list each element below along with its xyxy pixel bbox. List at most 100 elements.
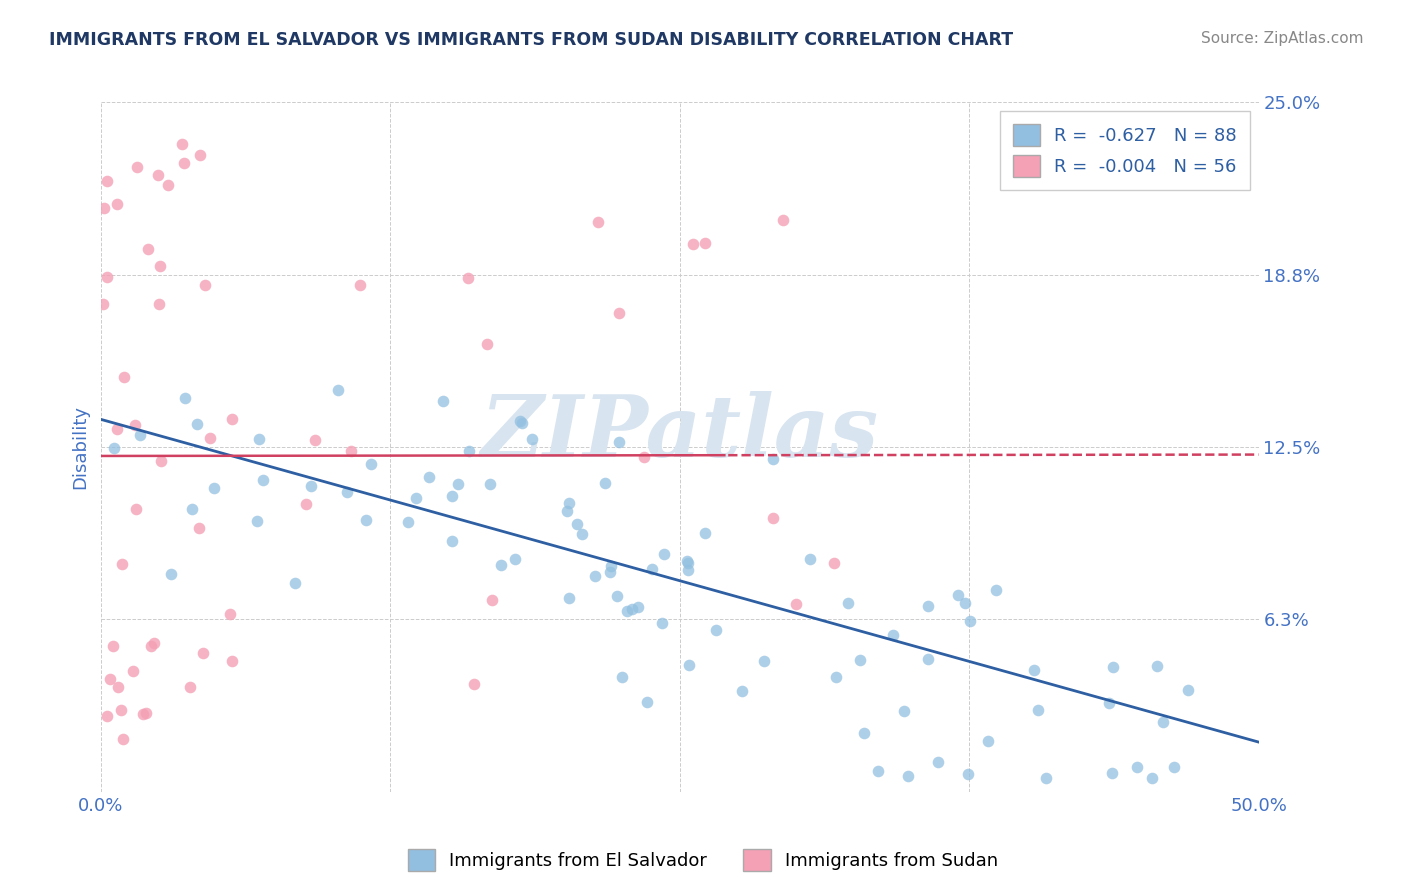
Point	[785, 597, 807, 611]
Point	[447, 477, 470, 491]
Point	[93, 202, 115, 216]
Point	[927, 755, 949, 769]
Point	[610, 669, 633, 683]
Point	[1125, 759, 1147, 773]
Point	[489, 558, 512, 572]
Point	[565, 516, 588, 531]
Point	[112, 370, 135, 384]
Point	[693, 526, 716, 541]
Point	[463, 676, 485, 690]
Y-axis label: Disability: Disability	[72, 405, 89, 489]
Point	[246, 515, 269, 529]
Point	[96, 709, 118, 723]
Point	[799, 552, 821, 566]
Point	[868, 764, 890, 779]
Point	[441, 489, 464, 503]
Point	[1035, 771, 1057, 785]
Point	[837, 596, 859, 610]
Point	[897, 769, 920, 783]
Point	[405, 491, 427, 506]
Point	[852, 726, 875, 740]
Point	[173, 156, 195, 170]
Point	[252, 473, 274, 487]
Point	[772, 213, 794, 227]
Point	[754, 654, 776, 668]
Point	[125, 502, 148, 516]
Point	[111, 731, 134, 746]
Point	[481, 592, 503, 607]
Point	[762, 511, 785, 525]
Point	[156, 178, 179, 192]
Point	[326, 383, 349, 397]
Point	[588, 215, 610, 229]
Point	[848, 653, 870, 667]
Point	[186, 417, 208, 432]
Point	[676, 563, 699, 577]
Point	[194, 278, 217, 293]
Point	[160, 567, 183, 582]
Point	[188, 148, 211, 162]
Point	[135, 706, 157, 721]
Point	[959, 614, 981, 628]
Point	[141, 639, 163, 653]
Point	[503, 552, 526, 566]
Point	[1146, 659, 1168, 673]
Point	[1101, 765, 1123, 780]
Point	[142, 636, 165, 650]
Point	[180, 502, 202, 516]
Point	[595, 475, 617, 490]
Point	[124, 417, 146, 432]
Point	[977, 734, 1000, 748]
Point	[1163, 760, 1185, 774]
Point	[418, 470, 440, 484]
Point	[149, 259, 172, 273]
Point	[247, 433, 270, 447]
Point	[107, 196, 129, 211]
Point	[221, 654, 243, 668]
Point	[1177, 682, 1199, 697]
Point	[105, 422, 128, 436]
Point	[599, 558, 621, 573]
Point	[704, 624, 727, 638]
Point	[1026, 703, 1049, 717]
Point	[432, 393, 454, 408]
Point	[682, 236, 704, 251]
Point	[558, 496, 581, 510]
Point	[917, 651, 939, 665]
Text: ZIPatlas: ZIPatlas	[481, 392, 879, 475]
Point	[284, 575, 307, 590]
Point	[174, 391, 197, 405]
Point	[957, 767, 980, 781]
Point	[882, 628, 904, 642]
Point	[676, 554, 699, 568]
Point	[571, 527, 593, 541]
Point	[188, 521, 211, 535]
Point	[731, 683, 754, 698]
Point	[607, 305, 630, 319]
Point	[762, 451, 785, 466]
Point	[823, 557, 845, 571]
Point	[606, 589, 628, 603]
Point	[121, 664, 143, 678]
Point	[148, 168, 170, 182]
Point	[441, 533, 464, 548]
Point	[917, 599, 939, 613]
Point	[693, 235, 716, 250]
Point	[510, 416, 533, 430]
Point	[616, 604, 638, 618]
Point	[295, 496, 318, 510]
Point	[1098, 696, 1121, 710]
Point	[652, 547, 675, 561]
Point	[107, 681, 129, 695]
Text: Source: ZipAtlas.com: Source: ZipAtlas.com	[1201, 31, 1364, 46]
Point	[110, 704, 132, 718]
Point	[1152, 714, 1174, 729]
Point	[202, 481, 225, 495]
Point	[626, 599, 648, 614]
Point	[558, 591, 581, 605]
Point	[676, 556, 699, 570]
Point	[953, 596, 976, 610]
Point	[1102, 659, 1125, 673]
Point	[599, 566, 621, 580]
Point	[479, 477, 502, 491]
